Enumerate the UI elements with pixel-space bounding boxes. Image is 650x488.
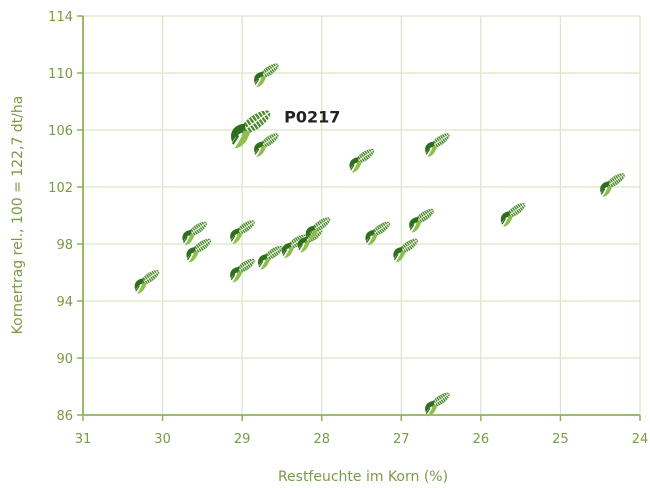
data-point-corn-cob-icon: [182, 220, 208, 246]
x-tick-label: 30: [154, 432, 171, 447]
data-point-corn-cob-icon: [500, 201, 526, 227]
x-tick-label: 28: [313, 432, 330, 447]
y-tick-label: 90: [56, 352, 73, 367]
data-point-corn-cob-icon: [600, 172, 626, 197]
x-axis-title: Restfeuchte im Korn (%): [278, 469, 448, 485]
data-point-corn-cob-icon: [349, 147, 375, 173]
data-point-corn-cob-icon: [254, 132, 279, 157]
point-label: P0217: [284, 108, 340, 127]
y-tick-label: 106: [48, 124, 73, 139]
data-point-corn-cob-icon: [365, 220, 391, 246]
data-point-corn-cob-icon: [230, 257, 256, 283]
y-tick-label: 94: [56, 295, 73, 310]
x-tick-label: 27: [393, 432, 410, 447]
y-tick-label: 102: [48, 181, 73, 196]
data-point-corn-cob-icon: [425, 391, 451, 417]
x-tick-label: 25: [552, 432, 569, 447]
data-point-corn-cob-icon: [393, 237, 419, 263]
y-tick-label: 86: [56, 409, 73, 424]
y-tick-label: 110: [48, 67, 73, 82]
data-point-corn-cob-icon: [186, 237, 212, 263]
data-point-corn-cob-icon: [425, 132, 451, 157]
data-point-corn-cob-icon: [258, 244, 283, 270]
y-tick-label: 98: [56, 238, 73, 253]
axes: [82, 16, 640, 416]
y-tick-label: 114: [48, 10, 73, 25]
data-point-corn-cob-icon: [305, 216, 331, 241]
y-axis-ticks: 86 90 94 98 102 106 110 114: [48, 10, 83, 424]
data-point-corn-cob-icon: [409, 207, 435, 233]
grid-lines: [83, 15, 641, 415]
y-axis-title: Kornertrag rel., 100 = 122,7 dt/ha: [10, 96, 26, 335]
data-point-corn-cob-icon: [281, 233, 307, 259]
data-point-corn-cob-icon: [231, 108, 271, 149]
x-tick-label: 31: [75, 432, 92, 447]
data-point-corn-cob-icon: [254, 62, 279, 88]
data-point-corn-cob-icon: [230, 219, 256, 244]
data-point-corn-cob-icon: [134, 268, 160, 294]
x-tick-label: 26: [473, 432, 490, 447]
x-tick-label: 29: [234, 432, 251, 447]
x-axis-ticks: 31 30 29 28 27 26 25 24: [75, 415, 649, 447]
x-tick-label: 24: [632, 432, 649, 447]
data-points: P0217: [134, 62, 626, 417]
